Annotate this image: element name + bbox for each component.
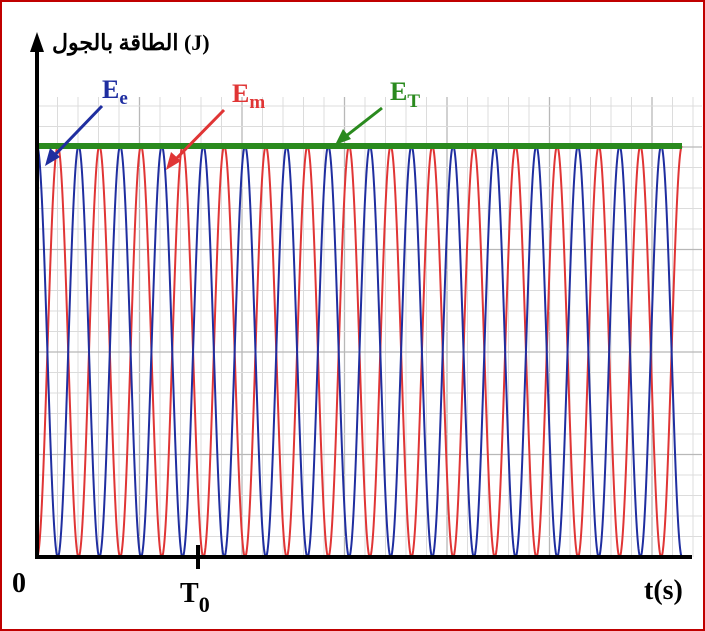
x-axis-label: t(s) bbox=[644, 575, 683, 606]
series-label-em: Em bbox=[232, 79, 265, 113]
curves bbox=[36, 143, 683, 559]
ee-arrowhead bbox=[45, 148, 60, 166]
axes bbox=[30, 32, 692, 569]
series-ee-line bbox=[36, 144, 683, 559]
series-label-et: ET bbox=[390, 77, 420, 112]
em-arrowhead bbox=[166, 152, 181, 170]
y-axis-arrow bbox=[30, 32, 44, 52]
t0-label: T0 bbox=[180, 578, 210, 617]
labels: الطاقة بالجول (J) Ee Em ET 0 T0 t(s) bbox=[12, 30, 683, 617]
et-arrowhead bbox=[335, 129, 351, 145]
origin-label: 0 bbox=[12, 568, 26, 599]
em-arrow bbox=[170, 108, 226, 165]
series-label-ee: Ee bbox=[102, 75, 128, 109]
y-axis-label: الطاقة بالجول (J) bbox=[52, 30, 210, 56]
ee-arrow bbox=[49, 104, 104, 161]
et-arrow bbox=[340, 106, 383, 142]
label-arrows bbox=[45, 104, 383, 170]
